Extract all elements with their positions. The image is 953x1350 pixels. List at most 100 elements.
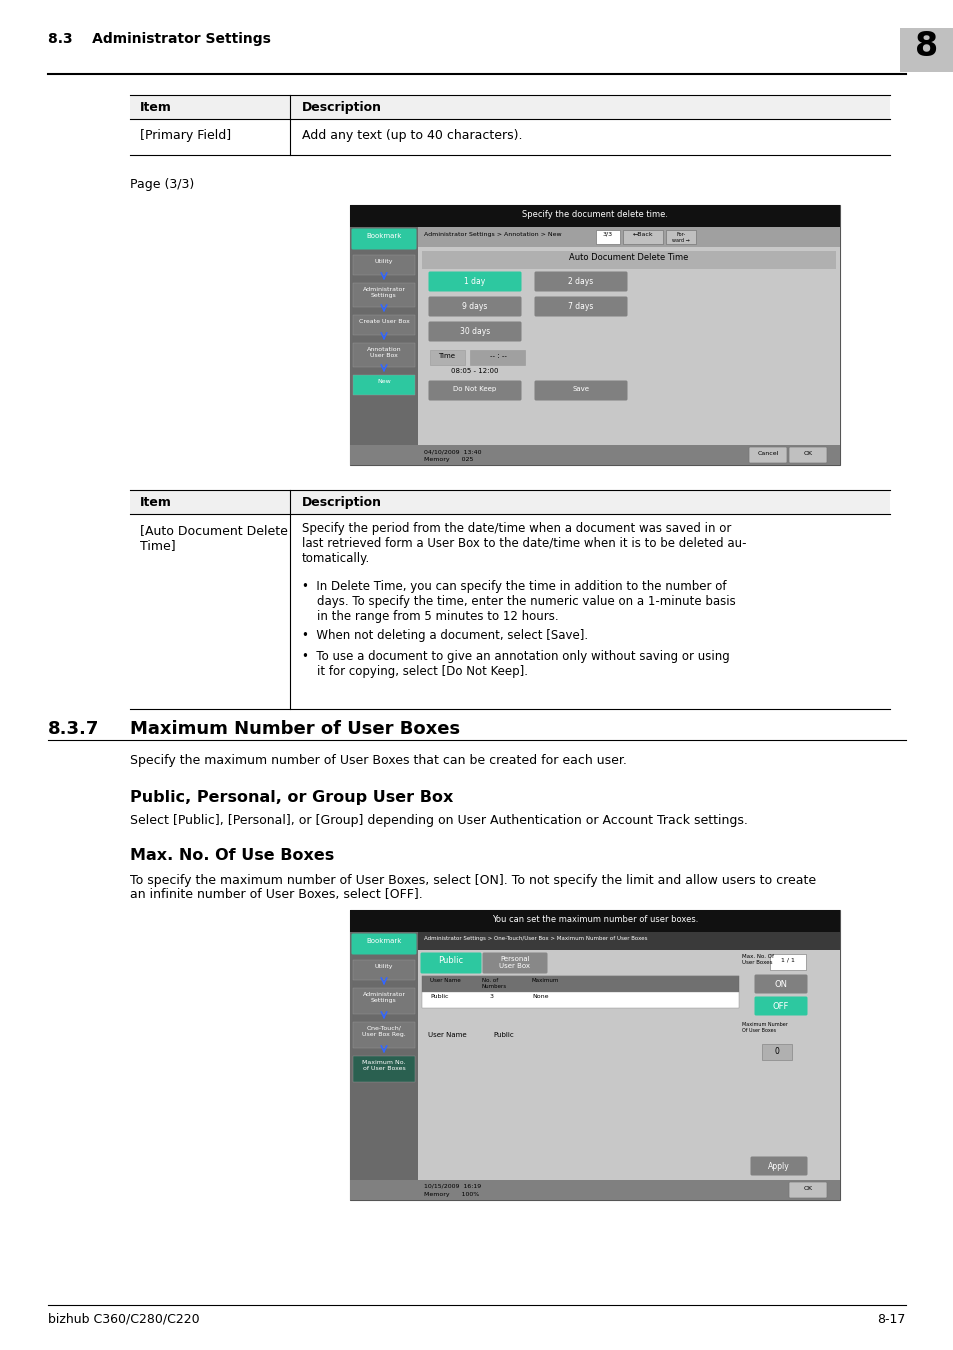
Text: ←Back: ←Back [632,232,653,238]
Text: Personal
User Box: Personal User Box [499,956,530,969]
Text: No. of
Numbers: No. of Numbers [481,977,507,988]
Bar [417,931,840,950]
Text: Administrator
Settings: Administrator Settings [362,992,405,1003]
Text: One-Touch/
User Box Reg.: One-Touch/ User Box Reg. [362,1026,405,1037]
Text: Max. No. Of Use Boxes: Max. No. Of Use Boxes [130,848,334,863]
FancyBboxPatch shape [534,271,627,292]
Text: 9 days: 9 days [462,302,487,311]
Bar [353,988,415,1014]
Text: OFF: OFF [772,1002,788,1011]
Text: None: None [532,994,548,999]
Bar [430,350,464,365]
Text: Description: Description [302,495,381,509]
Text: 3/3: 3/3 [602,232,613,238]
Bar [622,230,662,244]
Text: 3: 3 [490,994,494,999]
FancyBboxPatch shape [534,297,627,316]
Text: Bookmark: Bookmark [366,234,401,239]
Text: New: New [376,379,391,383]
FancyBboxPatch shape [748,447,786,463]
Text: For-
ward →: For- ward → [672,232,689,243]
FancyBboxPatch shape [534,381,627,401]
Text: 1 / 1: 1 / 1 [781,957,794,963]
Text: Public: Public [430,994,448,999]
Text: bizhub C360/C280/C220: bizhub C360/C280/C220 [48,1314,199,1326]
FancyBboxPatch shape [754,975,806,994]
Text: •  In Delete Time, you can specify the time in addition to the number of
    day: • In Delete Time, you can specify the ti… [302,580,735,622]
Text: Add any text (up to 40 characters).: Add any text (up to 40 characters). [302,130,522,142]
Bar [130,490,889,514]
FancyBboxPatch shape [788,447,826,463]
Text: OK: OK [802,1187,812,1191]
Text: an infinite number of User Boxes, select [OFF].: an infinite number of User Boxes, select… [130,888,422,900]
Bar [350,1180,840,1200]
Text: [Primary Field]: [Primary Field] [140,130,231,142]
Bar [761,1044,791,1060]
Bar [130,95,889,119]
Text: •  To use a document to give an annotation only without saving or using
    it f: • To use a document to give an annotatio… [302,649,729,678]
Text: Maximum No.
of User Boxes: Maximum No. of User Boxes [362,1060,405,1071]
Text: Apply: Apply [767,1162,789,1170]
Text: 8: 8 [915,30,938,63]
Text: Public, Personal, or Group User Box: Public, Personal, or Group User Box [130,790,453,805]
FancyBboxPatch shape [428,381,521,401]
Bar [130,119,889,155]
Bar [353,255,415,275]
Text: Specify the period from the date/time when a document was saved in or
last retri: Specify the period from the date/time wh… [302,522,745,566]
Text: Item: Item [140,495,172,509]
Text: Create User Box: Create User Box [358,319,409,324]
FancyBboxPatch shape [351,933,416,954]
Bar [596,230,619,244]
Bar [421,1022,739,1062]
Bar [769,954,805,971]
Text: Memory      025: Memory 025 [423,458,473,462]
Text: Page (3/3): Page (3/3) [130,178,194,190]
Text: Utility: Utility [375,964,393,969]
Text: •  When not deleting a document, select [Save].: • When not deleting a document, select [… [302,629,587,643]
Bar [899,28,953,72]
Text: Memory      100%: Memory 100% [423,1192,478,1197]
Text: -- : --: -- : -- [489,352,506,359]
Bar [353,343,415,367]
Bar [350,910,840,1200]
Bar [350,205,840,227]
Bar [421,251,835,269]
Bar [353,315,415,335]
Text: 2 days: 2 days [568,277,593,286]
Bar [353,375,415,396]
Text: 7 days: 7 days [568,302,593,311]
Text: Administrator Settings > One-Touch/User Box > Maximum Number of User Boxes: Administrator Settings > One-Touch/User … [423,936,647,941]
Bar [350,227,417,464]
Bar [417,950,840,1180]
Bar [353,1022,415,1048]
Text: Maximum: Maximum [532,977,558,983]
Text: 08:05 - 12:00: 08:05 - 12:00 [451,369,498,374]
Text: Cancel: Cancel [757,451,778,456]
Text: 10/15/2009  16:19: 10/15/2009 16:19 [423,1183,480,1188]
Bar [130,514,889,709]
Text: Public: Public [438,956,463,965]
FancyBboxPatch shape [428,271,521,292]
Text: Auto Document Delete Time: Auto Document Delete Time [569,252,688,262]
Text: 8.3    Administrator Settings: 8.3 Administrator Settings [48,32,271,46]
Text: Specify the document delete time.: Specify the document delete time. [521,211,667,219]
Bar [417,247,840,446]
Text: Item: Item [140,101,172,113]
Bar [353,284,415,306]
Bar [350,931,417,1200]
Text: Utility: Utility [375,259,393,265]
Bar [353,960,415,980]
FancyBboxPatch shape [750,1157,806,1176]
Bar [350,205,840,464]
Text: [Auto Document Delete
Time]: [Auto Document Delete Time] [140,524,288,552]
Text: Bookmark: Bookmark [366,938,401,944]
FancyBboxPatch shape [482,953,547,973]
FancyBboxPatch shape [420,953,481,973]
FancyBboxPatch shape [754,996,806,1015]
Bar [353,1056,415,1081]
Bar [421,976,739,992]
Text: Annotation
User Box: Annotation User Box [366,347,401,358]
Text: Time: Time [438,352,455,359]
Text: 0: 0 [774,1048,779,1056]
Text: User Name: User Name [430,977,460,983]
